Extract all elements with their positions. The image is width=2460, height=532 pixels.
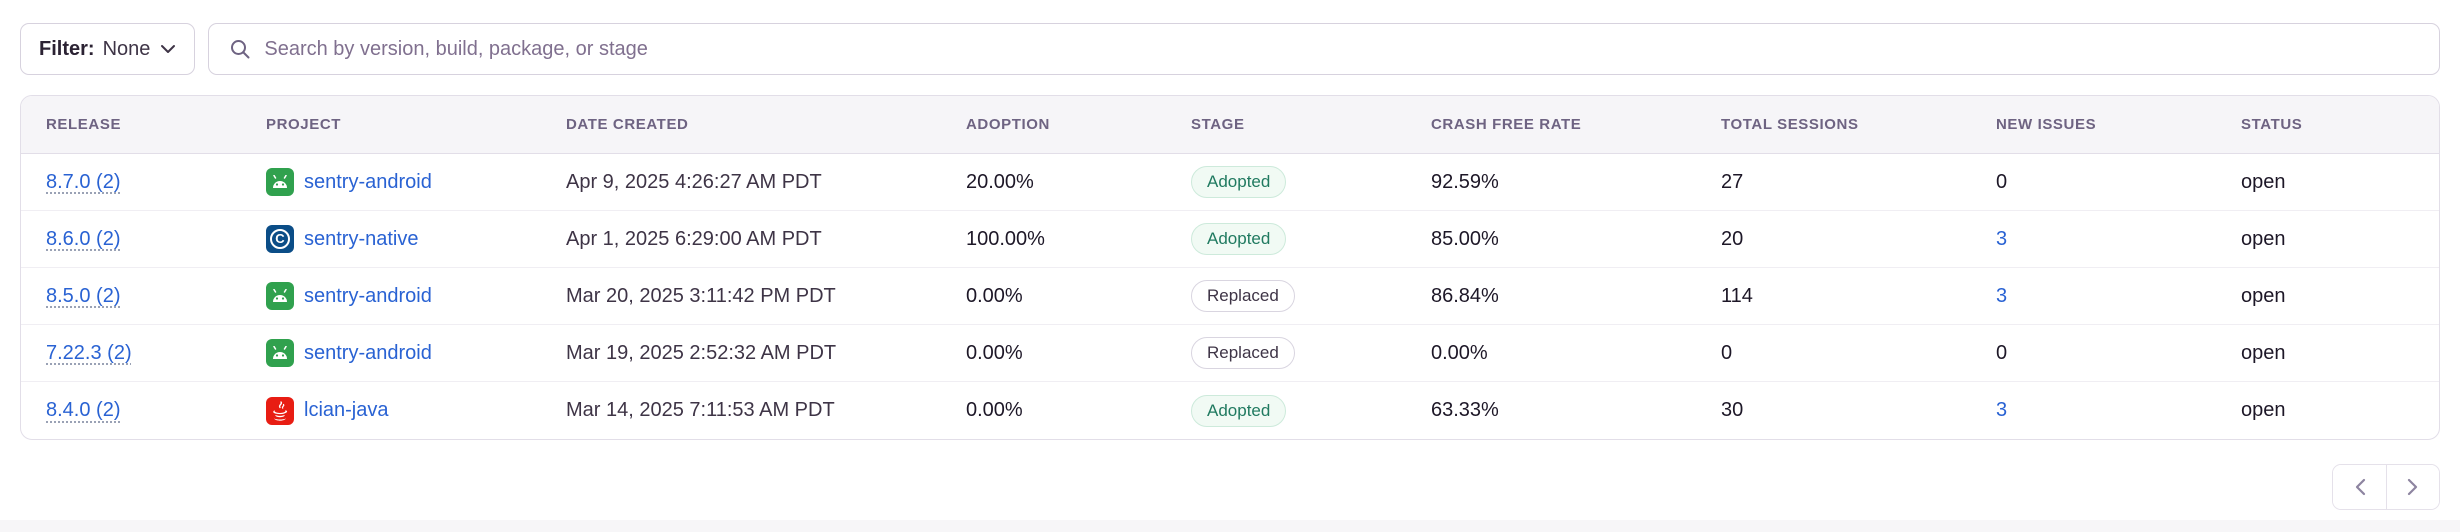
release-link[interactable]: 8.4.0 (2) <box>46 399 121 421</box>
crash-free-rate-cell: 86.84% <box>1431 284 1499 307</box>
column-header-stage: Stage <box>1191 116 1245 133</box>
status-cell: open <box>2241 399 2286 421</box>
stage-badge: Adopted <box>1191 223 1287 255</box>
date-created-cell: Mar 19, 2025 2:52:32 AM PDT <box>566 341 837 364</box>
search-input[interactable] <box>264 37 2419 61</box>
status-cell: open <box>2241 170 2286 193</box>
chevron-down-icon <box>161 45 176 53</box>
search-icon <box>231 40 250 59</box>
total-sessions-cell: 27 <box>1721 170 1744 193</box>
table-row: 8.4.0 (2) lcian-java Mar 14, 2025 7:11:5… <box>21 382 2439 439</box>
adoption-cell: 0.00% <box>966 341 1023 364</box>
filter-label: Filter: <box>39 37 95 60</box>
footer-strip <box>0 520 2460 532</box>
status-cell: open <box>2241 341 2286 364</box>
column-header-release: Release <box>46 116 122 133</box>
chevron-right-icon <box>2407 478 2418 496</box>
project-name: sentry-android <box>304 284 432 307</box>
java-icon <box>266 396 294 425</box>
stage-badge: Replaced <box>1191 280 1295 312</box>
crash-free-rate-cell: 63.33% <box>1431 399 1499 421</box>
adoption-cell: 20.00% <box>966 170 1034 193</box>
release-link[interactable]: 8.5.0 (2) <box>46 284 121 307</box>
date-created-cell: Mar 14, 2025 7:11:53 AM PDT <box>566 399 835 421</box>
adoption-cell: 0.00% <box>966 284 1023 307</box>
column-header-crash-free-rate: Crash Free Rate <box>1431 116 1582 133</box>
adoption-cell: 0.00% <box>966 399 1023 421</box>
crash-free-rate-cell: 0.00% <box>1431 341 1488 364</box>
previous-page-button[interactable] <box>2333 465 2386 509</box>
stage-badge: Adopted <box>1191 394 1287 427</box>
table-header-row: Release Project Date Created Adoption St… <box>21 96 2439 154</box>
crash-free-rate-cell: 92.59% <box>1431 170 1499 193</box>
column-header-date-created: Date Created <box>566 116 689 133</box>
status-cell: open <box>2241 284 2286 307</box>
project-name: sentry-native <box>304 227 419 250</box>
project-link[interactable]: sentry-android <box>266 282 566 310</box>
project-link[interactable]: C sentry-native <box>266 225 566 253</box>
stage-badge: Replaced <box>1191 337 1295 369</box>
filter-value: None <box>102 37 151 60</box>
release-link[interactable]: 8.7.0 (2) <box>46 170 121 193</box>
table-row: 7.22.3 (2) sentry-android Mar 19, 2025 2… <box>21 325 2439 382</box>
date-created-cell: Apr 9, 2025 4:26:27 AM PDT <box>566 170 822 193</box>
project-link[interactable]: sentry-android <box>266 339 566 367</box>
chevron-left-icon <box>2355 478 2365 496</box>
status-cell: open <box>2241 227 2286 250</box>
total-sessions-cell: 30 <box>1721 399 1744 421</box>
new-issues-link[interactable]: 3 <box>1996 227 2008 250</box>
column-header-adoption: Adoption <box>966 116 1050 133</box>
total-sessions-cell: 20 <box>1721 227 1744 250</box>
adoption-cell: 100.00% <box>966 227 1045 250</box>
new-issues-cell: 0 <box>1996 341 2008 364</box>
table-row: 8.7.0 (2) sentry-android Apr 9, 2025 4:2… <box>21 154 2439 211</box>
search-box[interactable] <box>208 23 2440 75</box>
pagination <box>2332 464 2440 510</box>
project-name: sentry-android <box>304 170 432 193</box>
project-link[interactable]: lcian-java <box>266 396 566 425</box>
releases-table: Release Project Date Created Adoption St… <box>20 95 2440 440</box>
date-created-cell: Mar 20, 2025 3:11:42 PM PDT <box>566 284 836 307</box>
new-issues-cell: 0 <box>1996 170 2008 193</box>
project-name: sentry-android <box>304 341 432 364</box>
column-header-new-issues: New Issues <box>1996 116 2097 133</box>
toolbar: Filter: None <box>20 23 2440 75</box>
release-link[interactable]: 7.22.3 (2) <box>46 341 132 364</box>
android-icon <box>266 282 294 310</box>
filter-dropdown[interactable]: Filter: None <box>20 23 196 75</box>
date-created-cell: Apr 1, 2025 6:29:00 AM PDT <box>566 227 822 250</box>
android-icon <box>266 168 294 196</box>
new-issues-link[interactable]: 3 <box>1996 399 2008 421</box>
total-sessions-cell: 114 <box>1721 284 1753 307</box>
column-header-total-sessions: Total Sessions <box>1721 116 1859 133</box>
crash-free-rate-cell: 85.00% <box>1431 227 1499 250</box>
column-header-status: Status <box>2241 116 2303 133</box>
table-row: 8.5.0 (2) sentry-android Mar 20, 2025 3:… <box>21 268 2439 325</box>
column-header-project: Project <box>266 116 342 133</box>
next-page-button[interactable] <box>2386 465 2439 509</box>
release-link[interactable]: 8.6.0 (2) <box>46 227 121 250</box>
project-name: lcian-java <box>304 399 389 421</box>
project-link[interactable]: sentry-android <box>266 168 566 196</box>
android-icon <box>266 339 294 367</box>
c-icon: C <box>266 225 294 253</box>
new-issues-link[interactable]: 3 <box>1996 284 2008 307</box>
stage-badge: Adopted <box>1191 166 1287 198</box>
table-row: 8.6.0 (2) C sentry-native Apr 1, 2025 6:… <box>21 211 2439 268</box>
total-sessions-cell: 0 <box>1721 341 1733 364</box>
